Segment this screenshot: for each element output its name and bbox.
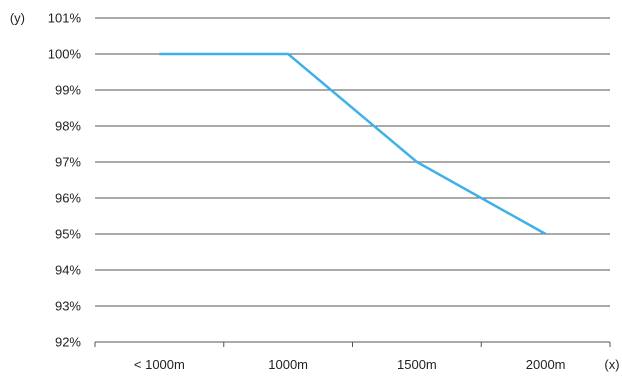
- y-tick-label: 101%: [48, 11, 82, 26]
- axes: [94, 341, 611, 347]
- series-lines: [159, 52, 547, 236]
- y-tick-label: 92%: [55, 335, 81, 350]
- x-axis-label: (x): [604, 357, 619, 372]
- x-tick-label: 1500m: [397, 357, 437, 372]
- axis-labels: 92% 93% 94% 95% 96% 97% 98% 99% 100% 101% (y) < 100…: [10, 11, 620, 373]
- gridlines: [95, 17, 610, 307]
- y-tick-label: 99%: [55, 83, 81, 98]
- y-tick-label: 97%: [55, 155, 81, 170]
- y-axis-label: (y): [10, 11, 25, 26]
- x-tick-label: 1000m: [268, 357, 308, 372]
- y-tick-label: 96%: [55, 191, 81, 206]
- y-tick-label: 94%: [55, 263, 81, 278]
- y-tick-label: 93%: [55, 299, 81, 314]
- y-tick-label: 95%: [55, 227, 81, 242]
- y-tick-label: 100%: [48, 47, 82, 62]
- x-tick-label: < 1000m: [134, 357, 185, 372]
- y-tick-label: 98%: [55, 119, 81, 134]
- series-line: [159, 52, 547, 236]
- x-tick-label: 2000m: [526, 357, 566, 372]
